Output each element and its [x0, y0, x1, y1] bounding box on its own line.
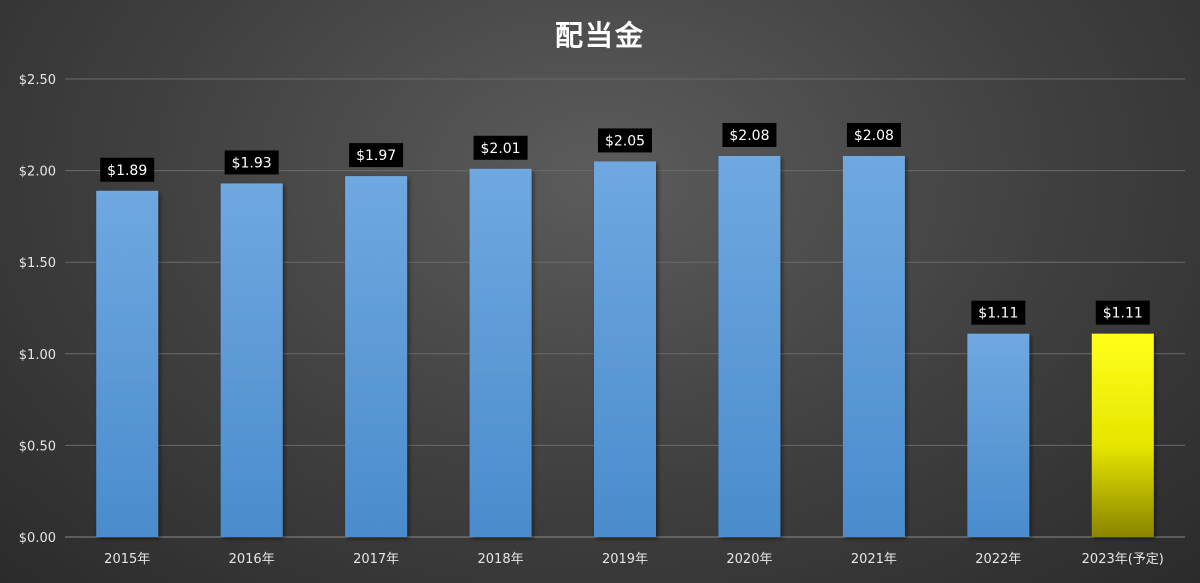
- data-label: $2.01: [481, 141, 521, 157]
- data-label-box: [1095, 300, 1150, 325]
- bar: [220, 183, 283, 537]
- data-label: $1.97: [356, 148, 396, 164]
- data-label: $2.08: [854, 128, 894, 144]
- bar: [96, 190, 159, 537]
- bar: [842, 155, 905, 537]
- data-label-box: [846, 122, 901, 147]
- data-label-box: [224, 150, 279, 175]
- y-tick-label: $1.50: [19, 256, 56, 271]
- data-label-box: [349, 143, 404, 168]
- x-tick-label: 2022年: [975, 552, 1021, 567]
- bars: [96, 155, 1154, 537]
- data-labels: $1.89 $1.93 $1.97 $2.01 $2.05 $2.08 $2.08 $1.11…: [100, 122, 1150, 325]
- x-tick-label: 2021年: [851, 552, 897, 567]
- bar: [594, 161, 656, 537]
- bar: [469, 168, 532, 537]
- x-tick-label: 2023年(予定): [1082, 552, 1164, 567]
- data-label: $1.11: [978, 306, 1018, 322]
- data-label-box: [473, 135, 528, 160]
- bar: [1091, 333, 1154, 537]
- y-tick-label: $2.50: [19, 73, 56, 88]
- y-tick-label: $0.00: [19, 531, 56, 546]
- data-label-box: [598, 128, 652, 153]
- x-tick-label: 2017年: [353, 552, 399, 567]
- data-label: $1.93: [232, 155, 272, 171]
- bar: [718, 155, 781, 537]
- bar: [345, 176, 408, 537]
- x-tick-label: 2016年: [229, 552, 275, 567]
- data-label-box: [971, 300, 1026, 325]
- data-label-box: [100, 157, 155, 182]
- chart-title: 配当金: [554, 19, 645, 52]
- x-tick-label: 2019年: [602, 552, 648, 567]
- y-tick-label: $2.00: [19, 165, 56, 180]
- y-tick-label: $0.50: [19, 439, 56, 454]
- y-axis: $0.00 $0.50 $1.00 $1.50 $2.00 $2.50: [19, 73, 56, 546]
- bar: [967, 333, 1030, 537]
- data-label: $1.11: [1103, 306, 1143, 322]
- x-tick-label: 2015年: [104, 552, 150, 567]
- data-label-box: [722, 122, 777, 147]
- data-label: $1.89: [107, 163, 147, 179]
- x-tick-label: 2020年: [726, 552, 772, 567]
- x-tick-label: 2018年: [478, 552, 524, 567]
- x-axis: 2015年 2016年 2017年 2018年 2019年 2020年 2021年 2022年…: [104, 552, 1164, 567]
- data-label: $2.08: [729, 128, 769, 144]
- y-tick-label: $1.00: [19, 348, 56, 363]
- data-label: $2.05: [605, 133, 645, 149]
